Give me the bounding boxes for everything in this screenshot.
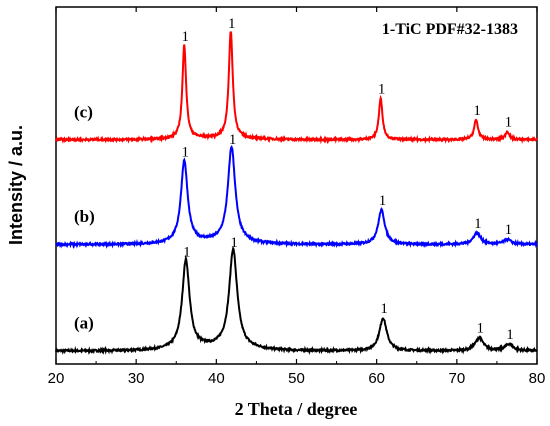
- series-label: (c): [74, 102, 93, 121]
- peak-marker: 1: [379, 193, 387, 209]
- y-axis-title: Intensity / a.u.: [6, 125, 26, 245]
- x-tick-label: 70: [448, 370, 465, 387]
- peak-markers: 1 1 1 1 1 1 1 1 1 1 1 1 1 1 1: [182, 16, 514, 343]
- peak-marker: 1: [473, 103, 481, 119]
- peak-marker: 1: [230, 235, 238, 251]
- series-line-0: [55, 245, 538, 356]
- plot-frame: [55, 6, 538, 365]
- peak-marker: 1: [506, 327, 514, 343]
- x-tick-label: 40: [208, 370, 225, 387]
- x-tick-label: 50: [288, 370, 305, 387]
- peak-marker: 1: [229, 132, 237, 148]
- x-axis-ticks: 20 30 40 50 60 70 80: [48, 7, 546, 387]
- series-label: (b): [74, 207, 95, 226]
- peak-marker: 1: [228, 16, 236, 32]
- peak-marker: 1: [182, 29, 190, 45]
- peak-marker: 1: [380, 301, 388, 317]
- peak-marker: 1: [505, 114, 513, 130]
- series-labels: (a) (b) (c): [74, 102, 95, 332]
- peak-marker: 1: [474, 216, 482, 232]
- peak-marker: 1: [183, 244, 191, 260]
- series-label: (a): [74, 314, 94, 333]
- series-layer: [55, 31, 538, 356]
- peak-marker: 1: [182, 145, 190, 161]
- peak-marker: 1: [378, 82, 386, 98]
- peak-marker: 1: [477, 321, 485, 337]
- x-tick-label: 20: [48, 370, 65, 387]
- x-axis-title: 2 Theta / degree: [235, 399, 358, 419]
- series-line-1: [55, 144, 538, 249]
- x-tick-label: 80: [529, 370, 546, 387]
- x-tick-label: 30: [128, 370, 145, 387]
- x-tick-label: 60: [368, 370, 385, 387]
- series-line-2: [55, 31, 538, 145]
- peak-marker: 1: [505, 222, 513, 238]
- legend-annotation: 1-TiC PDF#32-1383: [382, 21, 518, 38]
